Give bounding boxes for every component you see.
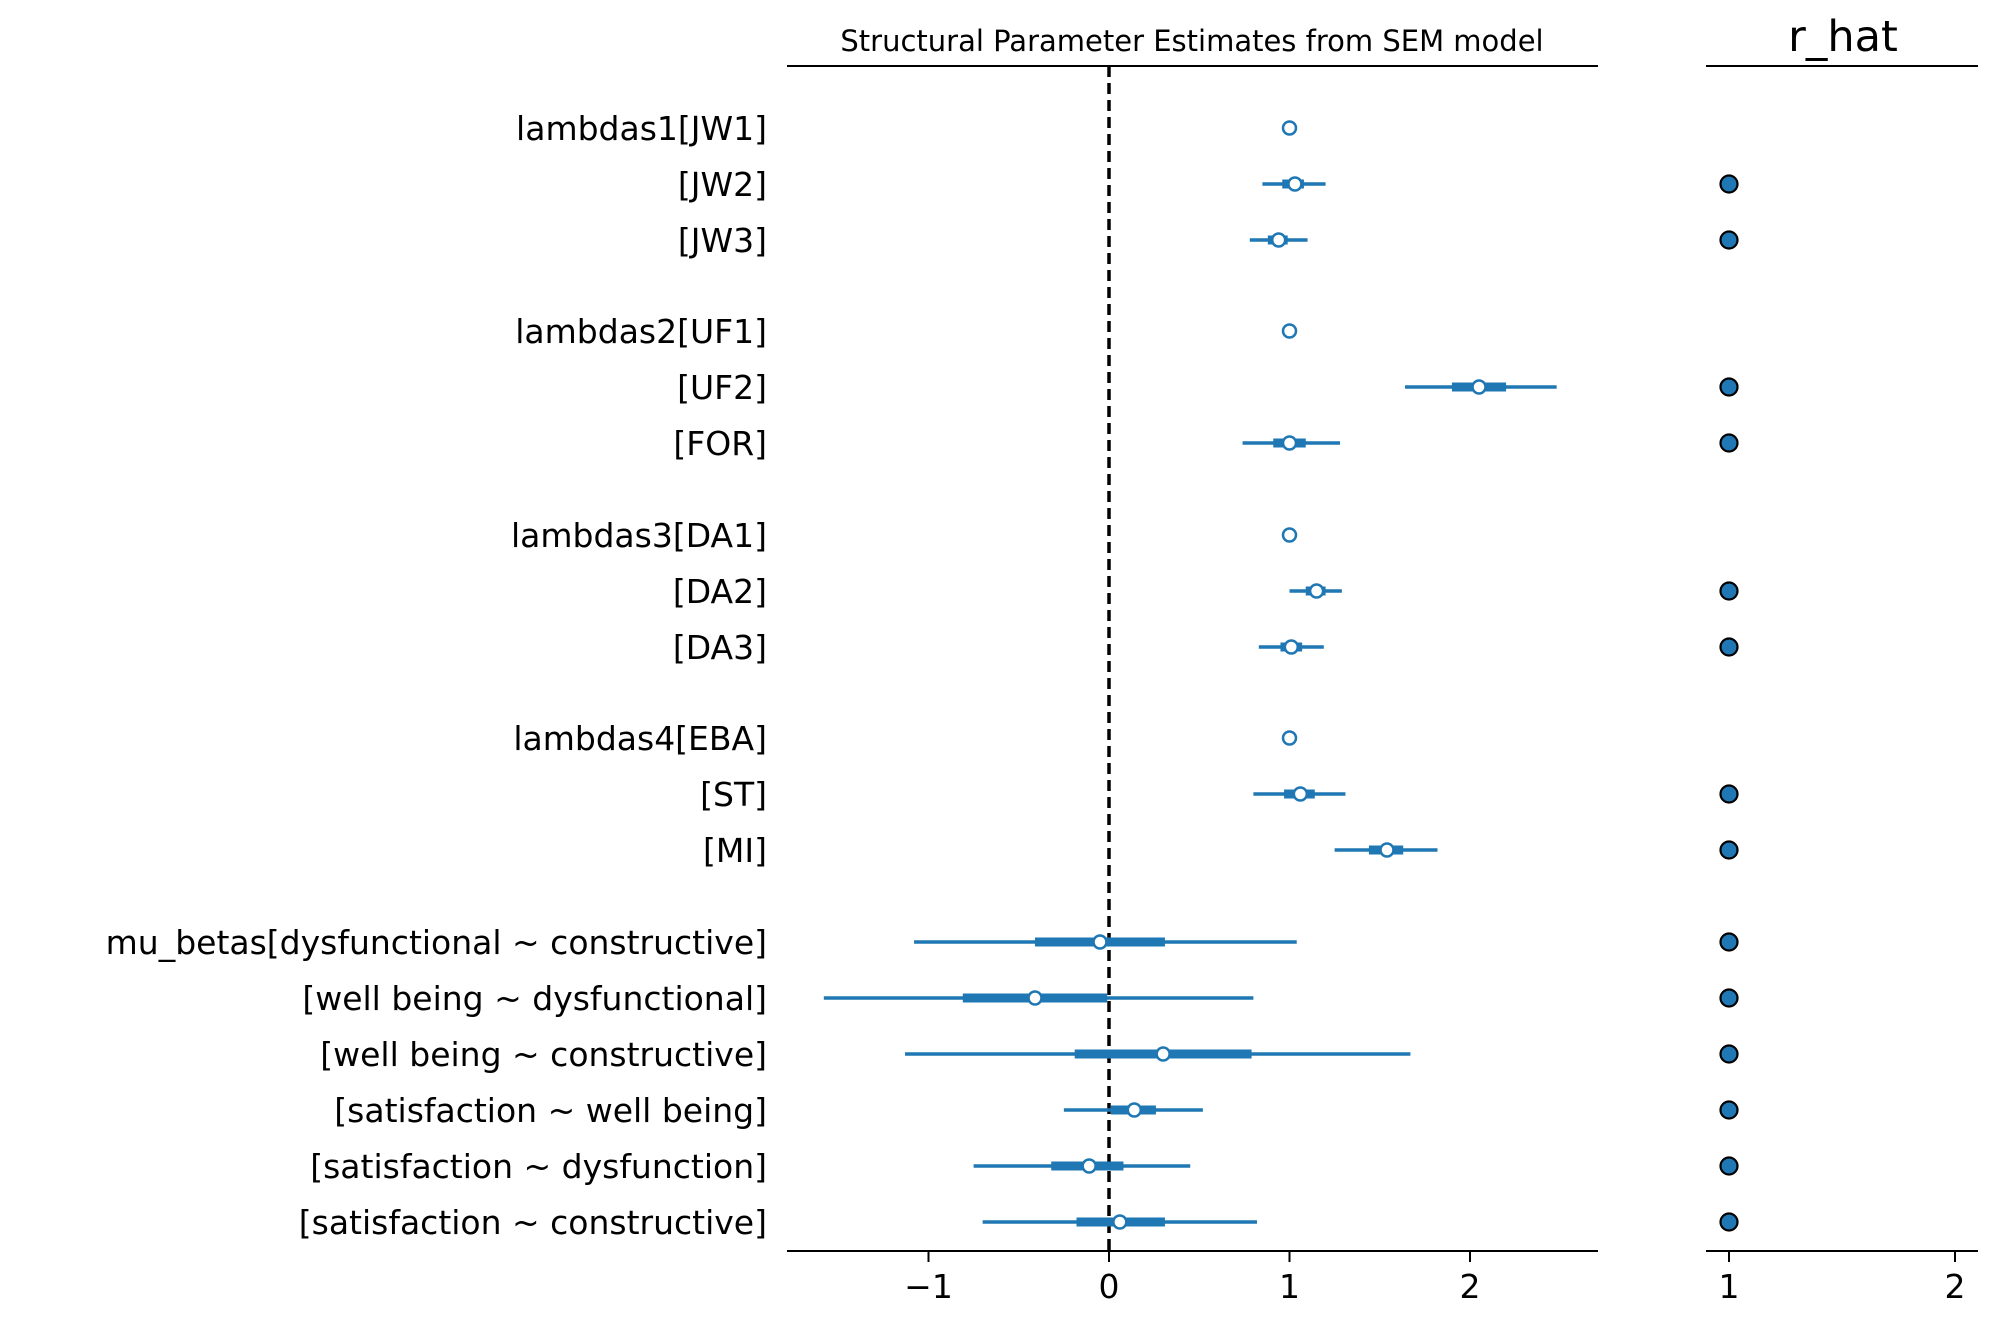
row-label: [satisfaction ~ constructive]: [299, 1203, 767, 1242]
mean-point: [1379, 842, 1395, 858]
chart-title: Structural Parameter Estimates from SEM …: [840, 24, 1543, 58]
x-tick-label: 1: [1279, 1267, 1300, 1306]
row-label: [UF2]: [677, 368, 767, 407]
r-hat-point: [1719, 1156, 1739, 1176]
r-hat-point: [1719, 1212, 1739, 1232]
mean-point: [1027, 990, 1043, 1006]
row-label: [well being ~ constructive]: [320, 1035, 767, 1074]
row-label: lambdas4[EBA]: [513, 719, 767, 758]
row-label: [JW2]: [678, 165, 767, 204]
row-label: [ST]: [700, 775, 767, 814]
mean-point: [1283, 639, 1300, 655]
r-hat-point: [1719, 581, 1739, 601]
mean-point: [1126, 1102, 1143, 1118]
r-hat-panel: r_hat 1 2: [1706, 12, 1978, 1306]
mean-point: [1471, 379, 1487, 395]
x-tick-label: −1: [904, 1267, 953, 1306]
row-label: lambdas2[UF1]: [515, 312, 767, 351]
r-hat-point: [1719, 1100, 1739, 1120]
mean-point: [1112, 1214, 1128, 1230]
r-hat-point: [1719, 433, 1739, 453]
row-label: lambdas1[JW1]: [516, 109, 767, 148]
mean-point: [1081, 1158, 1097, 1174]
row-label: [MI]: [703, 831, 767, 870]
r-hat-tick-label: 2: [1945, 1267, 1966, 1306]
r-hat-point: [1719, 1044, 1739, 1064]
mean-point: [1155, 1046, 1171, 1062]
row-label: [well being ~ dysfunctional]: [302, 979, 767, 1018]
mean-point: [1270, 232, 1287, 248]
r-hat-point: [1719, 230, 1739, 250]
row-label: [JW3]: [678, 221, 767, 260]
r-hat-point: [1719, 174, 1739, 194]
mean-point: [1281, 435, 1298, 451]
r-hat-point: [1719, 784, 1739, 804]
r-hat-point: [1719, 377, 1739, 397]
mean-point: [1281, 120, 1298, 136]
mean-point: [1281, 730, 1298, 746]
mean-point: [1092, 934, 1108, 950]
mean-point: [1292, 786, 1309, 802]
row-label: [satisfaction ~ dysfunction]: [310, 1147, 767, 1186]
mean-point: [1281, 323, 1298, 339]
mean-point: [1281, 527, 1298, 543]
x-tick-label: 2: [1460, 1267, 1481, 1306]
r-hat-title: r_hat: [1788, 12, 1898, 62]
r-hat-point: [1719, 840, 1739, 860]
mean-point: [1308, 583, 1325, 599]
mean-point: [1287, 176, 1303, 192]
x-tick-label: 0: [1099, 1267, 1120, 1306]
r-hat-point: [1719, 932, 1739, 952]
row-label: [FOR]: [673, 424, 767, 463]
estimates-panel: Structural Parameter Estimates from SEM …: [106, 24, 1598, 1306]
row-label: lambdas3[DA1]: [511, 516, 767, 555]
row-label: [DA3]: [673, 628, 767, 667]
row-label: [satisfaction ~ well being]: [334, 1091, 767, 1130]
r-hat-point: [1719, 637, 1739, 657]
row-label: [DA2]: [673, 572, 767, 611]
r-hat-point: [1719, 988, 1739, 1008]
row-label: mu_betas[dysfunctional ~ constructive]: [106, 923, 767, 962]
r-hat-tick-label: 1: [1719, 1267, 1740, 1306]
